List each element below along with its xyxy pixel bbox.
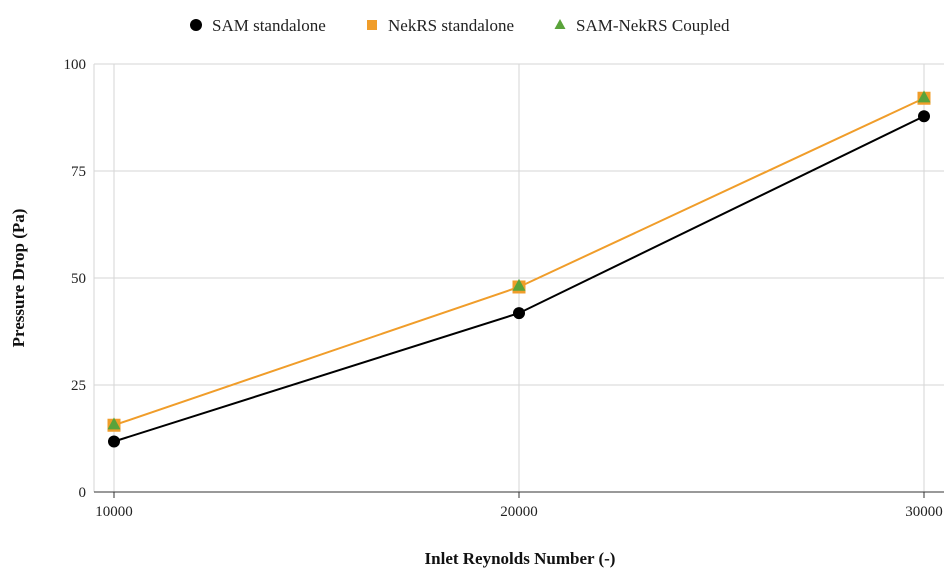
x-tick-label: 30000 [905,504,943,520]
x-tick-label: 10000 [95,504,133,520]
legend: SAM standalone NekRS standalone SAM-NekRS … [190,16,730,35]
series-layer [107,90,931,448]
data-point-triangle [107,417,121,430]
data-point-triangle [512,278,526,291]
grid-layer [93,63,944,492]
data-point-circle [513,307,525,320]
y-tick-label: 25 [71,378,86,394]
y-tick-label: 75 [71,164,86,180]
x-axis-title: Inlet Reynolds Number (-) [425,549,616,568]
data-point-circle [918,110,930,123]
legend-marker-triangle [554,19,566,29]
legend-label: SAM-NekRS Coupled [576,16,730,35]
legend-marker-square [367,20,377,30]
legend-label: NekRS standalone [388,16,514,35]
y-axis-title: Pressure Drop (Pa) [9,209,28,348]
legend-label: SAM standalone [212,16,326,35]
y-tick-label: 100 [64,57,87,73]
y-tick-label: 50 [71,271,86,287]
data-point-triangle [917,90,931,103]
legend-marker-circle [190,19,202,31]
x-tick-label: 20000 [500,504,538,520]
axis-layer: 0 25 50 75 100 10000 20000 30000 [64,57,944,520]
y-tick-label: 0 [79,485,87,501]
data-point-circle [108,435,120,448]
